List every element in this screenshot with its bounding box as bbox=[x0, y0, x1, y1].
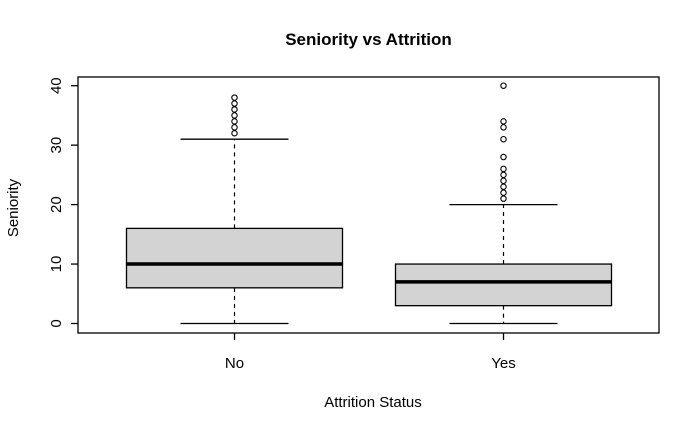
y-tick-label: 10 bbox=[48, 256, 65, 273]
outlier-point-yes bbox=[500, 183, 507, 191]
outlier-point-yes bbox=[500, 177, 507, 185]
outlier-point-no bbox=[231, 94, 238, 101]
outlier-point-yes bbox=[500, 118, 507, 125]
outlier-point-no bbox=[231, 106, 238, 113]
y-tick-label: 30 bbox=[48, 137, 65, 154]
outlier-point-no bbox=[231, 118, 238, 125]
outlier-point-yes bbox=[500, 153, 507, 161]
outlier-point-no bbox=[231, 124, 238, 131]
outlier-point-no bbox=[231, 112, 238, 119]
outlier-point-no bbox=[231, 130, 238, 137]
plot-area: 0 10 20 30 40 No Yes bbox=[48, 76, 660, 372]
chart-title: Seniority vs Attrition bbox=[285, 30, 452, 49]
category-label-yes: Yes bbox=[491, 355, 515, 372]
outlier-point-yes bbox=[500, 195, 507, 202]
outlier-point-no bbox=[231, 100, 238, 107]
y-axis-label: Seniority bbox=[5, 178, 22, 237]
x-axis-label: Attrition Status bbox=[324, 394, 422, 411]
outlier-point-yes bbox=[500, 135, 507, 143]
y-tick-label: 40 bbox=[48, 77, 65, 94]
outlier-point-yes bbox=[500, 82, 507, 89]
outlier-point-yes bbox=[500, 165, 507, 173]
outlier-point-yes bbox=[500, 124, 507, 131]
outlier-point-yes bbox=[500, 189, 507, 196]
y-tick-label: 0 bbox=[48, 319, 65, 327]
iqr-box-yes bbox=[394, 263, 613, 307]
y-tick-label: 20 bbox=[48, 196, 65, 213]
category-label-no: No bbox=[225, 355, 244, 372]
outlier-point-yes bbox=[500, 171, 507, 179]
iqr-box-no bbox=[125, 227, 344, 289]
